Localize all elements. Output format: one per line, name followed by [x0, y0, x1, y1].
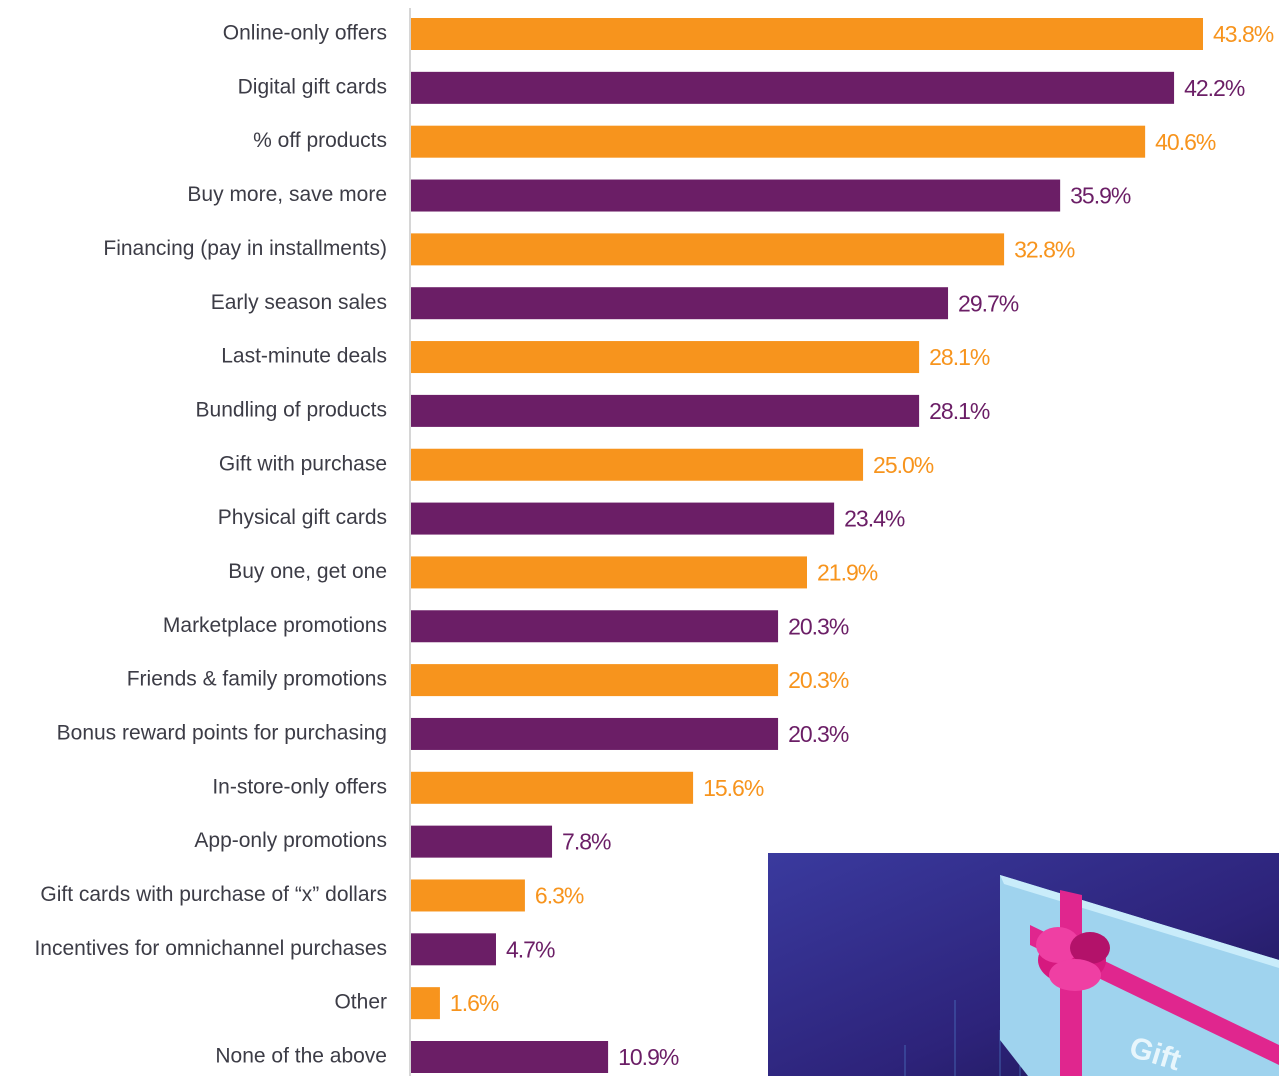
bar [411, 233, 1004, 265]
category-label: Digital gift cards [238, 75, 387, 98]
bar [411, 556, 807, 588]
value-label: 1.6% [450, 990, 499, 1016]
bar [411, 287, 948, 319]
category-label: Gift with purchase [219, 452, 387, 475]
category-label: App-only promotions [194, 829, 387, 852]
bar [411, 72, 1174, 104]
value-label: 20.3% [788, 613, 849, 639]
bar [411, 18, 1203, 50]
category-label: Bundling of products [196, 398, 387, 421]
category-label: Financing (pay in installments) [103, 237, 387, 260]
bar [411, 879, 525, 911]
category-label: Early season sales [211, 291, 387, 314]
value-label: 4.7% [506, 936, 555, 962]
category-label: Last-minute deals [221, 345, 387, 368]
value-label: 20.3% [788, 721, 849, 747]
bar [411, 180, 1060, 212]
category-label: In-store-only offers [212, 775, 387, 798]
bar [411, 503, 834, 535]
bar [411, 826, 552, 858]
value-label: 43.8% [1213, 21, 1274, 47]
value-label: 35.9% [1070, 183, 1131, 209]
bar [411, 449, 863, 481]
category-label: Gift cards with purchase of “x” dollars [40, 883, 387, 906]
category-label: % off products [253, 129, 387, 152]
bar [411, 126, 1145, 158]
category-label: Physical gift cards [218, 506, 387, 529]
category-label: Buy more, save more [187, 183, 387, 206]
bar [411, 610, 778, 642]
value-label: 10.9% [618, 1044, 679, 1070]
value-label: 28.1% [929, 398, 990, 424]
value-label: 15.6% [703, 775, 764, 801]
category-label: Friends & family promotions [127, 668, 387, 691]
bar [411, 395, 919, 427]
category-label: Marketplace promotions [163, 614, 387, 637]
value-label: 7.8% [562, 829, 611, 855]
page: Online-only offers 43.8% Digital gift card… [0, 0, 1279, 1076]
category-label: Incentives for omnichannel purchases [34, 937, 387, 960]
value-label: 25.0% [873, 452, 934, 478]
value-label: 28.1% [929, 344, 990, 370]
bar [411, 718, 778, 750]
bar [411, 772, 693, 804]
category-label: Buy one, get one [228, 560, 387, 583]
value-label: 21.9% [817, 559, 878, 585]
category-label: Other [334, 991, 387, 1014]
bar [411, 987, 440, 1019]
category-label: Online-only offers [223, 22, 387, 45]
value-label: 6.3% [535, 883, 584, 909]
bar [411, 341, 919, 373]
bar [411, 664, 778, 696]
value-label: 32.8% [1014, 236, 1075, 262]
illustration: Gift [768, 853, 1279, 1076]
value-label: 29.7% [958, 290, 1019, 316]
value-label: 23.4% [844, 506, 905, 532]
chart: Online-only offers 43.8% Digital gift card… [0, 0, 1279, 1076]
value-label: 40.6% [1155, 129, 1216, 155]
category-label: None of the above [215, 1045, 387, 1068]
category-label: Bonus reward points for purchasing [57, 721, 387, 744]
bar [411, 933, 496, 965]
value-label: 42.2% [1184, 75, 1245, 101]
bar [411, 1041, 608, 1073]
value-label: 20.3% [788, 667, 849, 693]
